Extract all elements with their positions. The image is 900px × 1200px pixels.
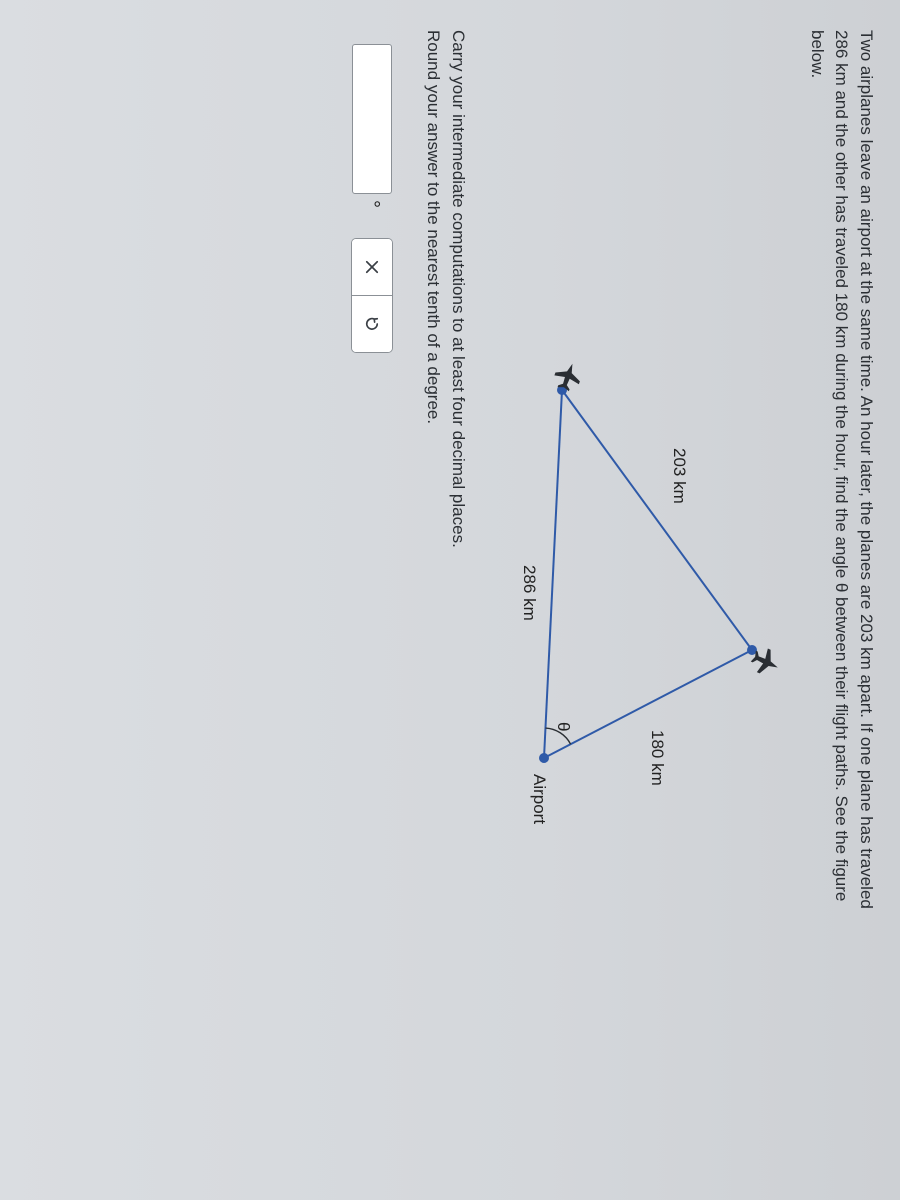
problem-line-2: 286 km and the other has traveled 180 km… bbox=[832, 30, 851, 901]
diagram-container: 203 km 180 km 286 km θ Airport bbox=[492, 30, 792, 1170]
reset-button[interactable] bbox=[352, 295, 392, 352]
instructions: Carry your intermediate computations to … bbox=[421, 30, 470, 1170]
clear-button[interactable] bbox=[352, 239, 392, 295]
instructions-line-1: Carry your intermediate computations to … bbox=[449, 30, 468, 548]
instructions-line-2: Round your answer to the nearest tenth o… bbox=[424, 30, 443, 424]
degree-symbol: ° bbox=[360, 200, 383, 208]
reset-icon bbox=[363, 315, 381, 333]
page-rotated-container: Two airplanes leave an airport at the sa… bbox=[0, 0, 900, 1200]
answer-input[interactable] bbox=[352, 44, 392, 194]
button-group bbox=[351, 238, 393, 353]
triangle-diagram: 203 km 180 km 286 km θ Airport bbox=[492, 320, 792, 880]
label-side-a: 180 km bbox=[648, 730, 667, 786]
label-side-b: 286 km bbox=[520, 565, 539, 621]
label-airport: Airport bbox=[530, 774, 549, 824]
x-icon bbox=[363, 258, 381, 276]
problem-line-1: Two airplanes leave an airport at the sa… bbox=[857, 30, 876, 909]
label-theta: θ bbox=[554, 722, 573, 731]
label-distance-between: 203 km bbox=[670, 448, 689, 504]
problem-line-3: below. bbox=[808, 30, 827, 78]
airplane-left-icon bbox=[551, 359, 585, 393]
answer-row: ° bbox=[351, 44, 393, 1170]
vertex-plane-top bbox=[747, 645, 757, 655]
problem-statement: Two airplanes leave an airport at the sa… bbox=[804, 30, 878, 1170]
answer-box: ° bbox=[352, 44, 392, 208]
vertex-airport bbox=[539, 753, 549, 763]
